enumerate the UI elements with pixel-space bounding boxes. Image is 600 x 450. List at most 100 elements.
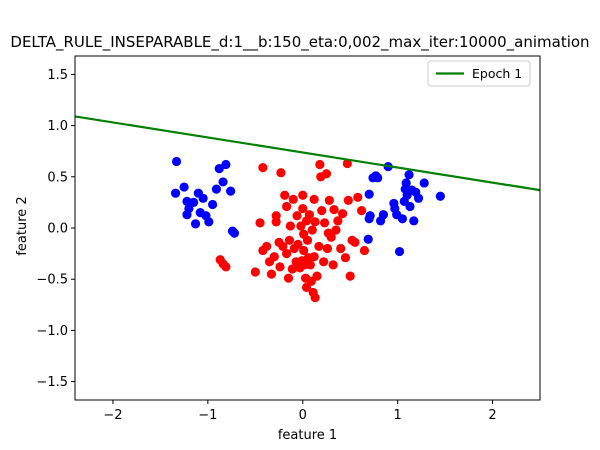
y-tick-label: 1.0 bbox=[47, 119, 68, 134]
scatter-point bbox=[317, 206, 327, 216]
scatter-point bbox=[285, 221, 296, 231]
y-tick-label: −1.5 bbox=[36, 375, 68, 390]
scatter-point bbox=[307, 225, 317, 235]
y-tick-label: −0.5 bbox=[36, 273, 68, 288]
scatter-point bbox=[342, 158, 352, 169]
scatter-point bbox=[276, 168, 286, 178]
scatter-point bbox=[226, 186, 236, 196]
scatter-point bbox=[356, 206, 367, 216]
scatter-point bbox=[363, 234, 373, 244]
scatter-point bbox=[359, 245, 370, 256]
scatter-point bbox=[333, 216, 343, 226]
scatter-point bbox=[262, 241, 272, 252]
x-tick-label: −1 bbox=[198, 408, 217, 423]
scatter-point bbox=[266, 269, 277, 279]
scatter-point bbox=[435, 191, 445, 201]
scatter-point bbox=[299, 245, 309, 256]
scatter-point bbox=[255, 218, 265, 228]
plot-area: −2 −1 0 1 2 −1.5 −1.0 −0.5 0.0 0.5 1.0 1.5 bbox=[36, 55, 541, 423]
scatter-point bbox=[419, 178, 429, 188]
decision-boundary-line bbox=[75, 115, 540, 192]
scatter-point bbox=[198, 193, 208, 203]
scatter-point bbox=[293, 239, 303, 249]
scatter-point bbox=[315, 159, 325, 170]
scatter-point bbox=[319, 218, 330, 228]
scatter-point bbox=[409, 216, 419, 226]
scatter-point bbox=[397, 214, 407, 224]
scatter-point bbox=[405, 201, 415, 212]
x-tick-label: 2 bbox=[488, 408, 496, 423]
scatter-point bbox=[170, 188, 181, 198]
scatter-point bbox=[305, 260, 315, 270]
scatter-point bbox=[297, 256, 307, 266]
scatter-point bbox=[319, 257, 329, 267]
scatter-point bbox=[282, 201, 292, 212]
scatter-point bbox=[340, 253, 351, 263]
scatter-point bbox=[404, 170, 414, 180]
scatter-point bbox=[324, 195, 334, 205]
scatter-point bbox=[364, 189, 374, 199]
scatter-point bbox=[208, 199, 218, 210]
scatter-point bbox=[336, 243, 346, 254]
scatter-point bbox=[314, 241, 324, 252]
scatter-point bbox=[343, 195, 353, 205]
scatter-point bbox=[309, 252, 319, 262]
scatter-point bbox=[287, 264, 297, 274]
scatter-point bbox=[229, 228, 240, 238]
y-tick-label: 0.0 bbox=[47, 222, 68, 237]
scatter-point bbox=[329, 204, 339, 215]
scatter-point bbox=[214, 164, 224, 174]
scatter-point bbox=[282, 249, 292, 259]
scatter-point bbox=[365, 211, 375, 221]
scatter-point bbox=[298, 190, 308, 200]
scatter-point bbox=[190, 219, 201, 229]
y-tick-label: 0.5 bbox=[47, 170, 68, 185]
scatter-point bbox=[275, 262, 285, 272]
x-tick-label: −2 bbox=[103, 408, 122, 423]
scatter-point bbox=[302, 235, 313, 245]
scatter-point bbox=[331, 225, 341, 235]
scatter-point bbox=[328, 260, 338, 270]
scatter-point bbox=[378, 210, 389, 220]
chart-title: DELTA_RULE_INSEPARABLE_d:1__b:150_eta:0,… bbox=[10, 33, 589, 52]
scatter-point bbox=[189, 197, 199, 207]
legend-label: Epoch 1 bbox=[472, 66, 522, 81]
scatter-point bbox=[221, 262, 231, 272]
y-axis-label: feature 2 bbox=[15, 196, 30, 255]
legend-box bbox=[427, 60, 531, 87]
scatter-point bbox=[283, 273, 294, 283]
scatter-point bbox=[312, 271, 322, 281]
plot-content bbox=[75, 115, 540, 303]
scatter-point bbox=[182, 210, 192, 220]
scatter-point bbox=[323, 228, 333, 238]
scatter-point bbox=[394, 246, 405, 257]
scatter-point bbox=[269, 252, 279, 262]
scatter-point bbox=[278, 241, 288, 252]
axes-frame bbox=[74, 55, 541, 401]
scatter-point bbox=[250, 267, 260, 277]
scatter-point bbox=[271, 211, 281, 221]
scatter-point bbox=[292, 211, 302, 221]
scatter-point bbox=[413, 193, 424, 203]
scatter-point bbox=[284, 235, 295, 245]
scatter-point bbox=[258, 163, 268, 173]
scatter-point bbox=[353, 192, 363, 202]
scatter-point bbox=[280, 190, 290, 200]
scatter-point bbox=[304, 210, 314, 220]
scatter-point bbox=[218, 177, 228, 187]
scatter-point bbox=[310, 217, 320, 227]
scatter-point bbox=[322, 243, 333, 254]
scatter-point bbox=[211, 184, 221, 194]
scatter-point bbox=[345, 271, 355, 281]
y-tick-label: 1.5 bbox=[47, 68, 68, 83]
scatter-point bbox=[288, 194, 298, 204]
x-axis-label: feature 1 bbox=[278, 428, 337, 443]
scatter-point bbox=[221, 159, 231, 170]
scatter-point bbox=[298, 203, 308, 214]
scatter-point bbox=[179, 182, 189, 192]
scatter-point bbox=[171, 156, 182, 167]
scatter-point bbox=[401, 178, 411, 188]
scatter-point bbox=[338, 209, 348, 219]
x-tick-label: 1 bbox=[394, 408, 402, 423]
